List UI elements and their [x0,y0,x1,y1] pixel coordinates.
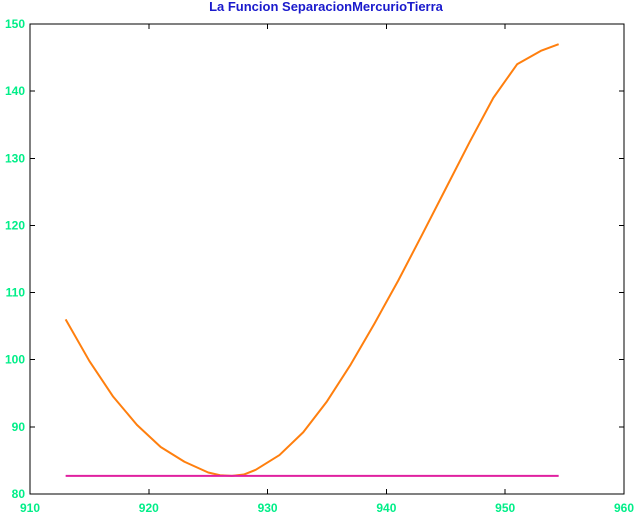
y-tick-label: 100 [5,353,25,367]
x-tick-label: 910 [20,501,40,515]
y-tick-label: 140 [5,84,25,98]
y-tick-labels: 80 90 100 110 120 130 140 150 [5,17,25,501]
plot-frame [29,23,625,495]
x-tick-label: 940 [376,501,396,515]
x-tick-label: 960 [614,501,634,515]
y-tick-label: 150 [5,17,25,31]
x-tick-labels: 910 920 930 940 950 960 [20,501,634,515]
series-line-1 [64,43,560,477]
axes-frame [29,23,625,495]
series-layer [64,43,560,477]
tick-marks [29,23,625,495]
x-tick-label: 920 [139,501,159,515]
x-tick-label: 950 [495,501,515,515]
y-tick-label: 80 [12,487,26,501]
y-tick-label: 130 [5,151,25,165]
chart-title: La Funcion SeparacionMercurioTierra [209,0,444,14]
x-tick-label: 930 [258,501,278,515]
y-tick-label: 110 [6,286,26,300]
y-tick-label: 120 [5,218,25,232]
y-tick-label: 90 [12,420,26,434]
